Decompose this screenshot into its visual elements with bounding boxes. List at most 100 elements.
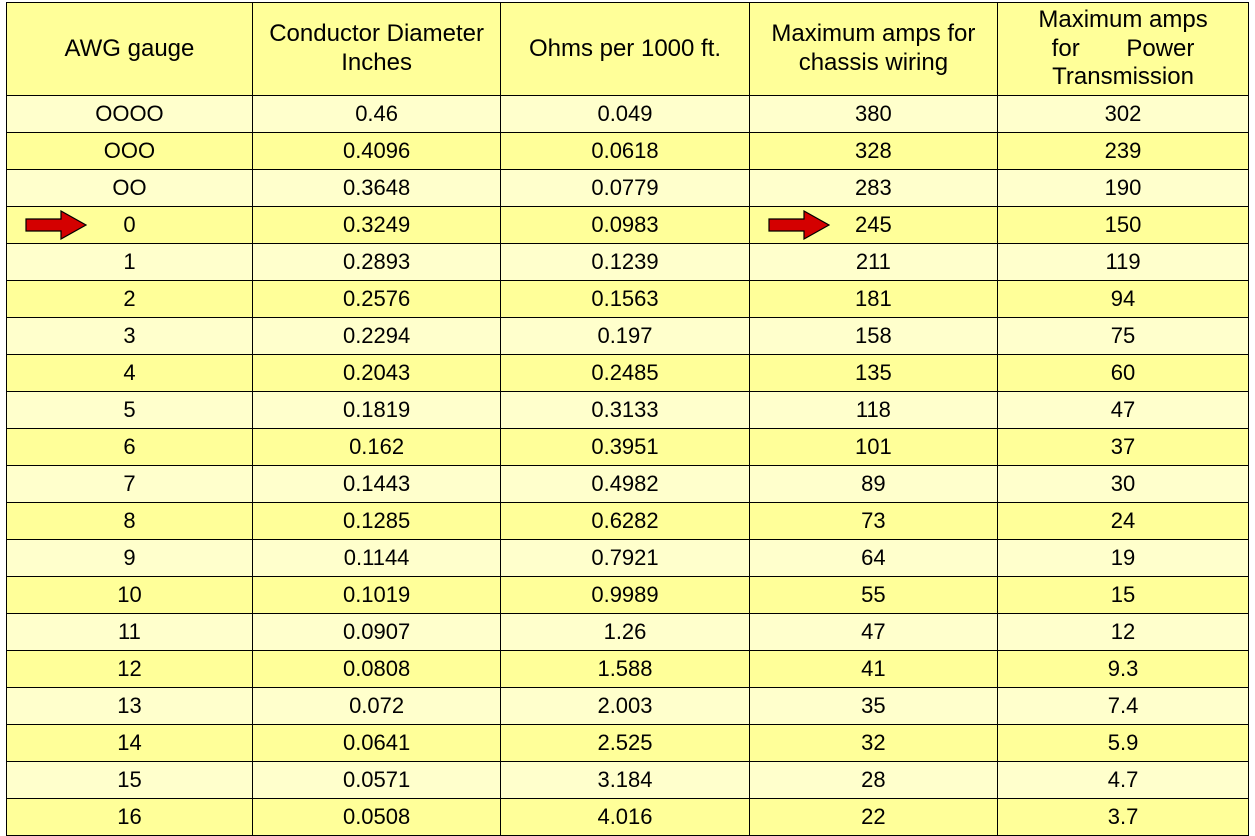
table-cell: 190 (998, 170, 1249, 207)
table-cell: 0.1144 (252, 540, 500, 577)
table-cell: 11 (7, 614, 253, 651)
table-cell: 0.4096 (252, 133, 500, 170)
table-cell: 32 (749, 725, 997, 762)
table-cell: 0.0508 (252, 799, 500, 836)
table-cell: 3.184 (501, 762, 749, 799)
table-cell: 5.9 (998, 725, 1249, 762)
table-row: 120.08081.588419.3 (7, 651, 1249, 688)
awg-wire-gauge-table-container: AWG gaugeConductor Diameter InchesOhms p… (0, 0, 1255, 828)
table-cell: 0.1239 (501, 244, 749, 281)
table-cell: 0.2485 (501, 355, 749, 392)
table-cell: 380 (749, 96, 997, 133)
table-row: OOOO0.460.049380302 (7, 96, 1249, 133)
table-cell: 0.1285 (252, 503, 500, 540)
table-cell: 245 (749, 207, 997, 244)
table-cell: 24 (998, 503, 1249, 540)
table-cell: 35 (749, 688, 997, 725)
table-cell: 1.26 (501, 614, 749, 651)
table-cell: 158 (749, 318, 997, 355)
table-cell: 283 (749, 170, 997, 207)
table-cell: 12 (998, 614, 1249, 651)
table-row: 50.18190.313311847 (7, 392, 1249, 429)
table-cell: 0.0641 (252, 725, 500, 762)
table-cell: 101 (749, 429, 997, 466)
table-cell: 0.0618 (501, 133, 749, 170)
table-cell: 0.2893 (252, 244, 500, 281)
awg-wire-gauge-table: AWG gaugeConductor Diameter InchesOhms p… (6, 2, 1249, 836)
table-cell: 0.0983 (501, 207, 749, 244)
table-cell: 0.9989 (501, 577, 749, 614)
table-cell: 0 (7, 207, 253, 244)
table-cell: 3.7 (998, 799, 1249, 836)
table-cell: 0.162 (252, 429, 500, 466)
table-cell: 1.588 (501, 651, 749, 688)
table-cell: 64 (749, 540, 997, 577)
table-cell: 0.072 (252, 688, 500, 725)
table-cell: 0.7921 (501, 540, 749, 577)
table-cell: 12 (7, 651, 253, 688)
table-cell: 9.3 (998, 651, 1249, 688)
table-header-row: AWG gaugeConductor Diameter InchesOhms p… (7, 3, 1249, 96)
table-row: 40.20430.248513560 (7, 355, 1249, 392)
table-row: 150.05713.184284.7 (7, 762, 1249, 799)
table-row: 20.25760.156318194 (7, 281, 1249, 318)
table-cell: 4.016 (501, 799, 749, 836)
table-cell: 22 (749, 799, 997, 836)
table-cell: 16 (7, 799, 253, 836)
table-cell: 0.0571 (252, 762, 500, 799)
column-header: Maximum amps for Power Transmission (998, 3, 1249, 96)
table-cell: 0.0907 (252, 614, 500, 651)
table-cell: 150 (998, 207, 1249, 244)
table-cell: 19 (998, 540, 1249, 577)
table-cell: 55 (749, 577, 997, 614)
table-cell: 47 (749, 614, 997, 651)
table-row: OOO0.40960.0618328239 (7, 133, 1249, 170)
table-row: 10.28930.1239211119 (7, 244, 1249, 281)
table-cell: 0.0808 (252, 651, 500, 688)
table-cell: 15 (998, 577, 1249, 614)
table-cell: 0.197 (501, 318, 749, 355)
table-cell: 6 (7, 429, 253, 466)
table-cell: 4.7 (998, 762, 1249, 799)
table-cell: 7.4 (998, 688, 1249, 725)
table-cell: 0.1443 (252, 466, 500, 503)
table-head: AWG gaugeConductor Diameter InchesOhms p… (7, 3, 1249, 96)
table-cell: 60 (998, 355, 1249, 392)
table-cell: 0.46 (252, 96, 500, 133)
table-row: 60.1620.395110137 (7, 429, 1249, 466)
table-row: 100.10190.99895515 (7, 577, 1249, 614)
table-cell: 0.1019 (252, 577, 500, 614)
column-header: Maximum amps for chassis wiring (749, 3, 997, 96)
table-row: OO0.36480.0779283190 (7, 170, 1249, 207)
table-cell: 0.2576 (252, 281, 500, 318)
table-cell: 0.6282 (501, 503, 749, 540)
table-cell: 302 (998, 96, 1249, 133)
table-cell: 30 (998, 466, 1249, 503)
table-cell: OOO (7, 133, 253, 170)
table-cell: 0.2294 (252, 318, 500, 355)
table-row: 130.0722.003357.4 (7, 688, 1249, 725)
table-cell: 118 (749, 392, 997, 429)
table-cell: 0.1819 (252, 392, 500, 429)
table-cell: 14 (7, 725, 253, 762)
table-row: 110.09071.264712 (7, 614, 1249, 651)
table-cell: 28 (749, 762, 997, 799)
table-cell: 328 (749, 133, 997, 170)
table-cell: 0.3249 (252, 207, 500, 244)
table-row: 80.12850.62827324 (7, 503, 1249, 540)
highlight-arrow-icon (768, 210, 830, 240)
table-cell: 0.4982 (501, 466, 749, 503)
table-row: 70.14430.49828930 (7, 466, 1249, 503)
table-cell: 3 (7, 318, 253, 355)
table-cell: 2 (7, 281, 253, 318)
table-cell: 211 (749, 244, 997, 281)
table-cell: 0.3951 (501, 429, 749, 466)
table-cell: 4 (7, 355, 253, 392)
table-cell: 5 (7, 392, 253, 429)
table-cell: 0.1563 (501, 281, 749, 318)
table-cell: 89 (749, 466, 997, 503)
table-cell: OO (7, 170, 253, 207)
table-row: 140.06412.525325.9 (7, 725, 1249, 762)
table-cell: 239 (998, 133, 1249, 170)
table-row: 160.05084.016223.7 (7, 799, 1249, 836)
